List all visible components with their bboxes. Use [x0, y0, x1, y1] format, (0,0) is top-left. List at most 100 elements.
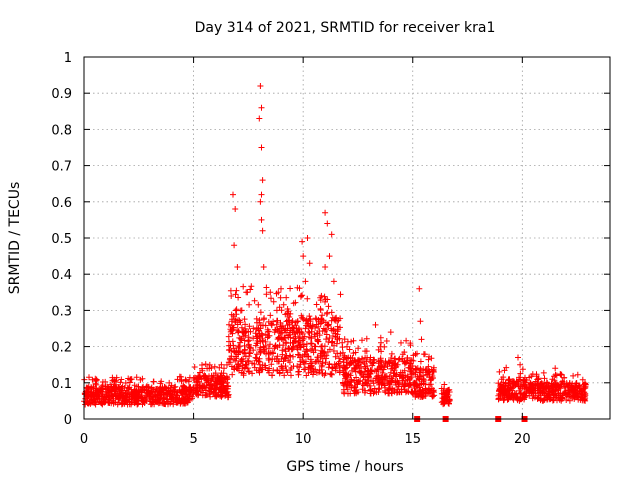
data-point	[185, 378, 192, 385]
data-point	[197, 374, 204, 380]
data-point	[579, 387, 586, 394]
data-point	[323, 310, 330, 317]
data-point	[212, 370, 219, 377]
data-point	[161, 391, 168, 398]
data-point	[322, 359, 329, 366]
data-point	[249, 370, 256, 377]
data-point	[134, 401, 141, 408]
y-tick-label: 0.6	[51, 196, 72, 211]
data-point	[521, 381, 528, 388]
data-point	[163, 387, 170, 394]
data-point	[267, 341, 273, 348]
data-point	[182, 376, 189, 383]
data-point	[533, 371, 540, 378]
data-point	[516, 374, 522, 381]
data-point	[126, 384, 133, 391]
data-point	[351, 357, 358, 364]
data-point	[326, 253, 333, 260]
data-point	[237, 348, 244, 355]
data-point	[268, 320, 275, 327]
data-point	[304, 295, 311, 302]
data-point	[535, 376, 542, 383]
data-point	[361, 389, 368, 396]
data-point	[532, 387, 538, 394]
data-point	[378, 339, 384, 346]
data-point	[376, 385, 383, 392]
data-point	[399, 377, 406, 384]
data-point	[276, 304, 283, 311]
data-point	[318, 363, 325, 370]
data-point	[413, 382, 420, 389]
data-point	[553, 372, 560, 379]
data-point	[280, 325, 287, 332]
data-point	[517, 361, 524, 368]
data-point	[227, 287, 234, 294]
data-point	[262, 322, 269, 329]
data-point	[561, 374, 567, 381]
data-point	[255, 325, 262, 332]
data-point	[191, 364, 198, 370]
data-point	[497, 391, 504, 398]
data-point	[387, 329, 394, 336]
data-point	[579, 376, 586, 383]
data-point	[399, 351, 406, 358]
data-point	[379, 374, 386, 381]
data-point	[519, 366, 526, 373]
data-point	[92, 399, 99, 406]
data-point	[574, 371, 581, 378]
data-point	[413, 392, 420, 398]
data-point	[355, 345, 362, 352]
data-point	[576, 383, 582, 390]
data-point	[299, 314, 306, 321]
data-point	[257, 198, 264, 205]
data-point	[292, 299, 299, 306]
data-point	[228, 293, 235, 299]
data-point	[306, 364, 313, 371]
data-point	[247, 350, 253, 357]
data-point	[316, 367, 323, 374]
data-points	[81, 83, 589, 422]
data-point	[211, 363, 218, 370]
data-point	[379, 380, 386, 387]
data-point	[256, 317, 263, 324]
data-point	[441, 381, 448, 388]
data-point	[171, 384, 178, 391]
data-point	[235, 329, 242, 336]
data-point	[495, 380, 502, 387]
data-point	[304, 348, 311, 355]
data-point	[230, 313, 237, 319]
data-point	[370, 380, 377, 387]
data-point	[229, 371, 236, 378]
data-point	[540, 381, 546, 388]
data-point	[317, 307, 324, 313]
data-point	[86, 374, 92, 381]
data-point	[136, 388, 143, 395]
data-point	[230, 191, 236, 198]
data-point	[121, 400, 128, 407]
y-tick-label: 0.8	[51, 123, 72, 138]
data-point	[325, 303, 332, 310]
data-point	[259, 177, 266, 184]
data-point	[420, 378, 427, 385]
data-point	[258, 104, 265, 111]
data-point	[498, 376, 505, 383]
data-point	[256, 115, 263, 122]
data-point	[563, 397, 570, 403]
data-point	[245, 334, 252, 341]
data-point	[537, 397, 544, 404]
data-point	[251, 361, 258, 367]
data-point	[428, 387, 435, 394]
data-point	[300, 343, 307, 350]
data-point	[90, 386, 97, 393]
data-point	[161, 400, 168, 407]
data-point	[324, 321, 331, 328]
data-point	[395, 383, 402, 390]
data-point	[213, 384, 220, 391]
data-point	[132, 397, 139, 404]
data-point	[300, 253, 307, 260]
data-point	[541, 375, 548, 382]
data-point	[232, 349, 238, 356]
data-point	[340, 386, 347, 393]
data-point	[234, 264, 241, 270]
data-point	[148, 401, 155, 408]
